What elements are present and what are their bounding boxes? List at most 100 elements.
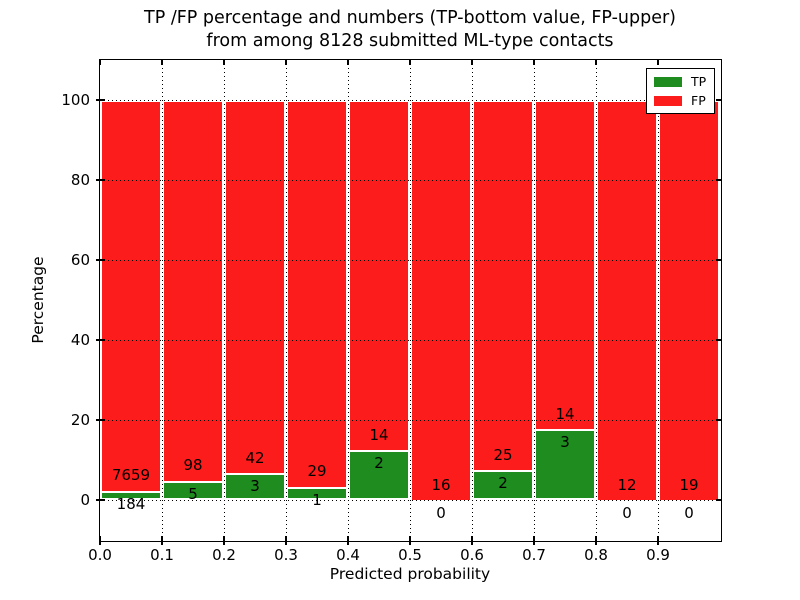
legend-swatch-tp (654, 76, 682, 87)
bar-tp-segment (100, 490, 162, 500)
x-tick-label: 0.2 (212, 546, 236, 564)
gridline-vertical (409, 60, 411, 540)
y-tick-label: 0 (80, 491, 90, 509)
y-tick-mark (95, 339, 105, 341)
bar-fp-segment (348, 100, 410, 450)
x-tick-label: 0.9 (646, 546, 670, 564)
x-tick-mark (285, 535, 287, 545)
gridline-horizontal (100, 259, 720, 261)
fp-count-label: 14 (369, 425, 389, 444)
y-tick-label: 40 (70, 331, 90, 349)
bar-fp-segment (286, 100, 348, 487)
x-tick-mark-top (285, 60, 287, 65)
gridline-vertical (285, 60, 287, 540)
fp-count-label: 98 (183, 456, 203, 475)
y-tick-label: 80 (70, 171, 90, 189)
bar-fp-segment (534, 100, 596, 430)
fp-count-label: 19 (679, 475, 699, 494)
bar-fp-segment (472, 100, 534, 471)
bar-tp-segment (348, 450, 410, 500)
tp-count-label: 1 (312, 490, 322, 509)
fp-count-label: 7659 (111, 466, 151, 485)
x-axis-label: Predicted probability (329, 565, 491, 583)
x-tick-label: 0.1 (150, 546, 174, 564)
tp-count-label: 0 (622, 504, 632, 522)
x-tick-label: 0.4 (336, 546, 360, 564)
x-tick-label: 0.3 (274, 546, 298, 564)
x-tick-label: 0.7 (522, 546, 546, 564)
y-tick-label: 100 (61, 91, 90, 109)
fp-count-label: 29 (307, 462, 327, 481)
gridline-horizontal (100, 499, 720, 501)
bar-fp-segment (162, 100, 224, 481)
y-tick-mark (95, 99, 105, 101)
gridline-horizontal (100, 339, 720, 341)
x-tick-mark (409, 535, 411, 545)
legend: TP FP (646, 68, 715, 114)
x-tick-mark (471, 535, 473, 545)
y-tick-mark-right (716, 99, 721, 101)
tp-count-label: 5 (188, 484, 198, 503)
tp-count-label: 0 (684, 504, 694, 522)
x-tick-mark (161, 535, 163, 545)
tp-count-label: 3 (250, 477, 260, 496)
x-tick-mark-top (471, 60, 473, 65)
y-tick-mark (95, 499, 105, 501)
y-tick-mark-right (716, 499, 721, 501)
x-tick-mark (223, 535, 225, 545)
gridline-vertical (471, 60, 473, 540)
legend-label-tp: TP (691, 74, 707, 89)
bar-tp-segment (472, 470, 534, 500)
fp-count-label: 14 (555, 404, 575, 423)
gridline-vertical (533, 60, 535, 540)
gridline-horizontal (100, 99, 720, 101)
y-tick-mark (95, 179, 105, 181)
fp-count-label: 42 (245, 448, 265, 467)
tp-count-label: 0 (436, 504, 446, 522)
legend-label-fp: FP (691, 93, 706, 108)
x-tick-label: 0.8 (584, 546, 608, 564)
x-tick-mark (347, 535, 349, 545)
bar-fp-segment (658, 100, 720, 500)
fp-count-label: 25 (493, 445, 513, 464)
x-tick-mark-top (409, 60, 411, 65)
gridline-horizontal (100, 419, 720, 421)
bar-fp-segment (100, 100, 162, 491)
x-tick-mark (533, 535, 535, 545)
y-tick-mark (95, 419, 105, 421)
gridline-vertical (223, 60, 225, 540)
y-tick-mark (95, 259, 105, 261)
x-tick-mark-top (347, 60, 349, 65)
y-tick-mark-right (716, 419, 721, 421)
bar-tp-segment (286, 486, 348, 500)
y-tick-mark-right (716, 339, 721, 341)
x-tick-mark-top (533, 60, 535, 65)
x-tick-mark (595, 535, 597, 545)
bar-fp-segment (410, 100, 472, 500)
chart-title-line2: from among 8128 submitted ML-type contac… (206, 31, 614, 51)
tp-count-label: 2 (498, 474, 508, 493)
bar-tp-segment (534, 429, 596, 500)
x-tick-mark-top (223, 60, 225, 65)
y-tick-mark-right (716, 259, 721, 261)
plot-area: TP FP 7659 184 98 5 42 3 29 1 14 2 16 0 25 2 14 3 12 0 19 0 (100, 60, 720, 540)
tp-count-label: 3 (560, 433, 570, 452)
gridline-vertical (347, 60, 349, 540)
chart-title-line1: TP /FP percentage and numbers (TP-bottom… (144, 8, 676, 28)
y-tick-label: 60 (70, 251, 90, 269)
y-tick-mark-right (716, 179, 721, 181)
x-tick-mark-top (161, 60, 163, 65)
tp-count-label: 184 (116, 494, 146, 513)
bar-tp-segment (162, 480, 224, 500)
legend-swatch-fp (654, 95, 682, 106)
x-tick-label: 0.5 (398, 546, 422, 564)
x-tick-mark-top (99, 60, 101, 65)
fp-count-label: 16 (431, 475, 451, 494)
x-tick-mark (657, 535, 659, 545)
x-tick-mark (99, 535, 101, 545)
fp-count-label: 12 (617, 475, 637, 494)
bar-fp-segment (596, 100, 658, 500)
x-tick-label: 0.6 (460, 546, 484, 564)
gridline-vertical (161, 60, 163, 540)
